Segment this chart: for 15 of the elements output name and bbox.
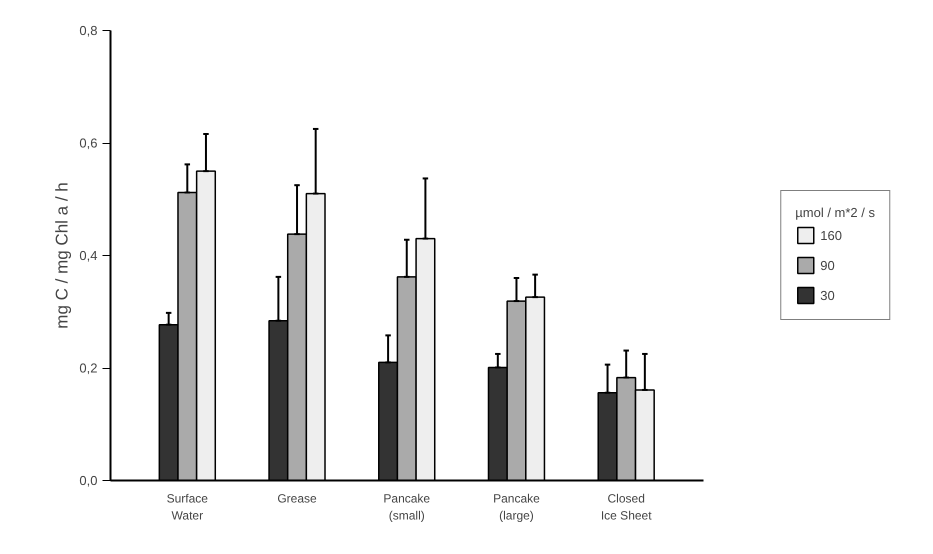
x-tick-label: Pancake (large): [493, 492, 540, 522]
legend-title: µmol / m*2 / s: [795, 205, 875, 220]
y-tick-label: 0,2: [79, 360, 98, 376]
y-axis-title: mg C / mg Chl a / h: [52, 182, 72, 329]
x-tick-label: Grease: [277, 492, 318, 506]
legend-label: 90: [820, 258, 836, 272]
legend-label: 160: [820, 228, 842, 242]
x-tick-label: Pancake (small): [383, 492, 430, 522]
legend-label: 30: [820, 288, 836, 302]
y-tick-label: 0,4: [79, 248, 98, 263]
x-tick-label: Closed Ice Sheet: [600, 492, 652, 522]
y-tick-label: 0,8: [79, 23, 98, 38]
y-tick-label: 0,0: [79, 473, 98, 488]
y-tick-label: 0,6: [79, 136, 98, 150]
x-tick-label: Surface Water: [166, 492, 208, 522]
